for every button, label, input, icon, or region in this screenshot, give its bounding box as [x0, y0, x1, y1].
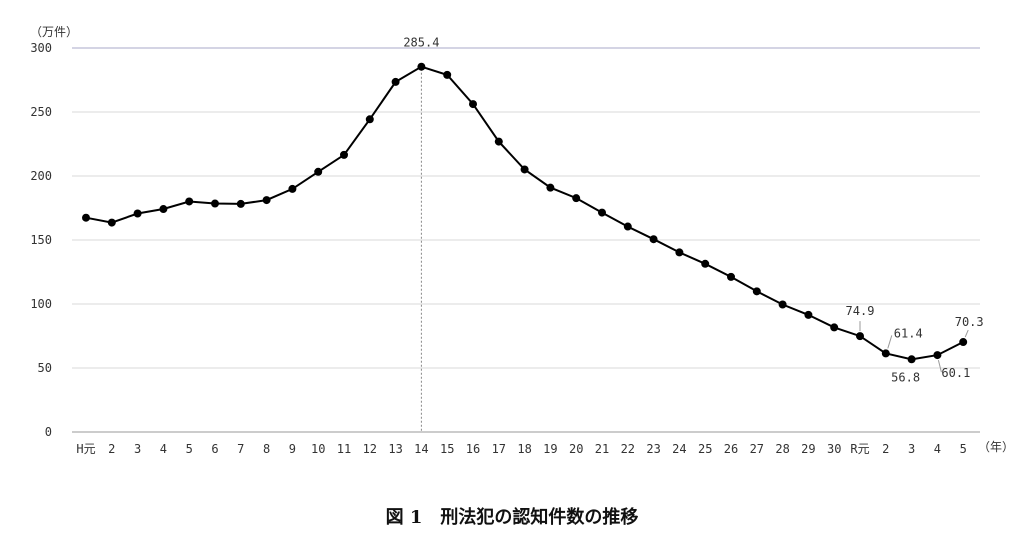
x-tick-label: 4: [160, 442, 167, 456]
data-points: [82, 62, 968, 364]
data-point: [185, 197, 194, 206]
x-tick-label: 25: [698, 442, 712, 456]
x-tick-label: 11: [337, 442, 351, 456]
x-tick-label: 7: [237, 442, 244, 456]
x-tick-label: 26: [724, 442, 738, 456]
x-tick-label: 21: [595, 442, 609, 456]
x-axis-unit: （年）: [978, 440, 1014, 454]
data-point: [520, 165, 529, 174]
x-tick-label: 20: [569, 442, 583, 456]
x-tick-label: 10: [311, 442, 325, 456]
data-point: [365, 115, 374, 124]
data-label: 70.3: [955, 315, 984, 329]
data-point: [314, 167, 323, 176]
x-tick-label: 27: [750, 442, 764, 456]
data-point: [443, 70, 452, 79]
data-label: 56.8: [891, 370, 920, 384]
data-point: [107, 218, 116, 227]
data-point: [804, 310, 813, 319]
x-tick-label: 4: [934, 442, 941, 456]
data-label: 60.1: [941, 366, 970, 380]
x-tick-label: 22: [621, 442, 635, 456]
y-tick-label: 250: [30, 105, 52, 119]
x-tick-label: 12: [363, 442, 377, 456]
x-tick-label: 5: [186, 442, 193, 456]
x-tick-label: 6: [211, 442, 218, 456]
y-tick-label: 50: [38, 361, 52, 375]
data-point: [262, 196, 271, 205]
x-tick-label: 5: [960, 442, 967, 456]
data-point: [82, 213, 90, 222]
x-tick-label: 29: [801, 442, 815, 456]
data-point: [391, 77, 400, 86]
data-point: [907, 355, 916, 364]
data-point: [830, 323, 839, 332]
data-point: [572, 194, 581, 203]
data-point: [623, 222, 632, 231]
x-tick-label: 14: [414, 442, 428, 456]
data-point: [159, 205, 168, 214]
data-label: 74.9: [846, 304, 875, 318]
x-tick-label: 2: [108, 442, 115, 456]
data-point: [494, 137, 503, 146]
y-tick-label: 100: [30, 297, 52, 311]
y-tick-label: 300: [30, 41, 52, 55]
x-tick-label: 23: [646, 442, 660, 456]
data-point: [469, 100, 477, 109]
x-tick-label: 24: [672, 442, 686, 456]
x-tick-label: 13: [388, 442, 402, 456]
series-line: [85, 65, 964, 361]
x-tick-label: 3: [908, 442, 915, 456]
label-leader-lines: [859, 321, 969, 373]
y-axis-ticks: 0 50 100 150 200 250 300: [30, 41, 52, 439]
data-point: [701, 259, 710, 268]
label-leader: [887, 335, 893, 349]
x-tick-label: 18: [517, 442, 531, 456]
data-point: [727, 272, 735, 281]
data-point: [675, 248, 684, 257]
data-point: [856, 332, 864, 341]
data-point: [778, 300, 787, 309]
x-tick-label: 19: [543, 442, 557, 456]
data-label: 285.4: [403, 36, 439, 50]
data-point: [236, 199, 245, 208]
x-axis-ticks: H元 2 3 4 5 6 7 8 9 10 11 12 13 14 15 16 17 18 19 20 21 22 23 24…: [76, 442, 966, 456]
x-tick-label: 15: [440, 442, 454, 456]
label-leader: [964, 329, 969, 338]
data-label: 61.4: [894, 326, 923, 340]
label-leader: [937, 359, 942, 373]
data-point: [933, 351, 942, 360]
x-tick-label: 17: [492, 442, 506, 456]
x-tick-label: H元: [76, 442, 95, 456]
data-point: [959, 338, 968, 347]
data-point: [649, 235, 658, 244]
data-point: [598, 208, 606, 217]
x-tick-label: 16: [466, 442, 480, 456]
x-tick-label: 9: [289, 442, 296, 456]
x-tick-label: 2: [882, 442, 889, 456]
gridlines: [72, 47, 980, 433]
x-tick-label: 30: [827, 442, 841, 456]
data-point: [881, 349, 890, 358]
figure-caption: 図 1 刑法犯の認知件数の推移: [385, 507, 639, 528]
data-point: [417, 62, 426, 71]
x-tick-label: 28: [775, 442, 789, 456]
data-point: [211, 199, 219, 208]
data-point: [546, 183, 555, 192]
y-axis-unit: （万件）: [30, 25, 78, 39]
y-tick-label: 0: [45, 425, 52, 439]
data-point: [288, 184, 297, 193]
data-point: [752, 287, 761, 296]
x-tick-label: 3: [134, 442, 141, 456]
x-tick-label: R元: [850, 442, 869, 456]
y-tick-label: 200: [30, 169, 52, 183]
data-point: [340, 150, 348, 159]
x-tick-label: 8: [263, 442, 270, 456]
data-point: [133, 209, 142, 218]
y-tick-label: 150: [30, 233, 52, 247]
data-labels: 285.4 74.9 61.4 56.8 60.1 70.3: [403, 36, 983, 385]
